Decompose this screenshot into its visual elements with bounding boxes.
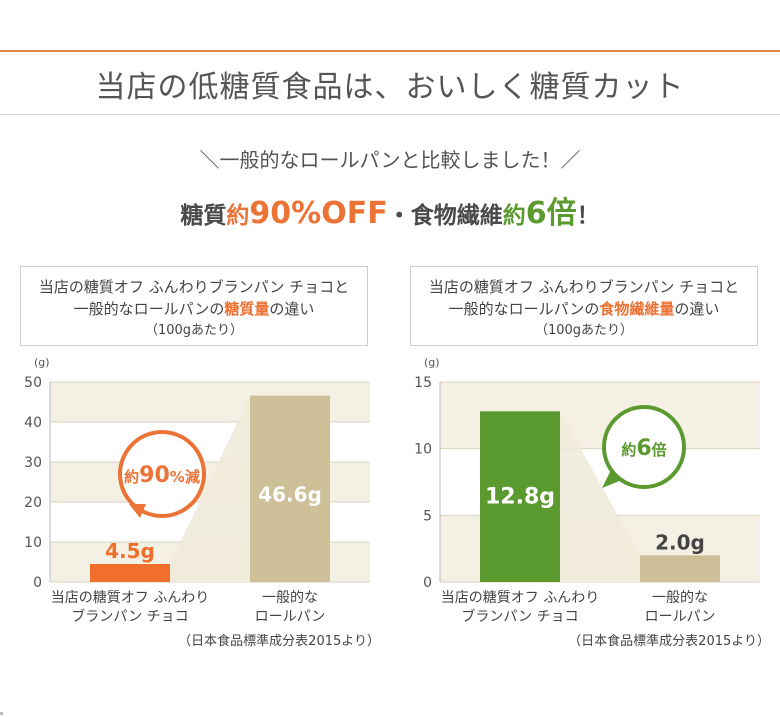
carb-chart-source: （日本食品標準成分表2015より）: [178, 634, 380, 649]
bar-1: [480, 411, 560, 582]
caption-line-1: 当店の糖質オフ ふんわりブランパン チョコと: [38, 278, 350, 296]
y-tick-label: 50: [24, 375, 42, 391]
caption-line-3: （100gあたり）: [534, 323, 634, 338]
claim-approx-2: 約: [502, 203, 526, 229]
badge-text: 約6倍: [621, 436, 666, 461]
caption-line-2: 一般的なロールパンの糖質量の違い: [21, 298, 367, 320]
badge-circle: [602, 405, 686, 489]
badge-suffix: %減: [170, 468, 200, 486]
caption-line-2-pre: 一般的なロールパンの: [73, 300, 225, 318]
caption-line-3: （100gあたり）: [144, 323, 244, 338]
page-headline: 当店の低糖質食品は、おいしく糖質カット: [95, 70, 685, 105]
claim-approx-1: 約: [226, 203, 250, 229]
fiber-chart-panel: 当店の糖質オフ ふんわりブランパン チョコと 一般的なロールパンの食物繊維量の違…: [406, 266, 776, 656]
badge-approx: 約: [124, 468, 139, 486]
x-category-label: ブランパン チョコ: [71, 608, 188, 625]
badge-pointer: [129, 504, 146, 518]
ratio-badge: 約90%減: [118, 430, 206, 518]
claim-exclamation: ！: [576, 203, 600, 229]
bar-value-label-1: 12.8g: [485, 484, 555, 509]
caption-line-2-post: の違い: [674, 300, 720, 318]
fiber-chart-caption: 当店の糖質オフ ふんわりブランパン チョコと 一般的なロールパンの食物繊維量の違…: [410, 266, 758, 346]
caption-highlight: 糖質量: [224, 300, 270, 318]
carb-bar-chart: (g) 0 10 20 30 40 50 4.5g 46.6g 当店の糖質オフ ふんわりブランパン…: [24, 356, 370, 625]
comparison-wedge: [560, 411, 640, 582]
y-tick-label: 10: [414, 442, 432, 458]
y-tick-label: 40: [24, 415, 42, 431]
x-category-label: 一般的な: [262, 590, 318, 606]
bar-1: [90, 564, 170, 582]
caption-highlight: 食物繊維量: [599, 300, 675, 318]
claim-line: 糖質約90%OFF・食物繊維約6倍！: [0, 188, 780, 232]
claim-fiber-label: ・食物繊維: [387, 203, 503, 229]
caption-line-2-post: の違い: [269, 300, 315, 318]
carb-chart-panel: 当店の糖質オフ ふんわりブランパン チョコと 一般的なロールパンの糖質量の違い …: [16, 266, 386, 656]
badge-approx: 約: [621, 441, 636, 459]
fiber-chart-source: （日本食品標準成分表2015より）: [568, 634, 770, 649]
y-tick-label: 10: [24, 535, 42, 551]
claim-carb-label: 糖質: [180, 203, 227, 229]
x-category-label: ロールパン: [645, 609, 716, 625]
bar-2: [640, 555, 720, 582]
comparison-wedge: [170, 395, 250, 582]
x-category-label: 当店の糖質オフ ふんわり: [441, 590, 599, 606]
claim-carb-off: 90%OFF: [249, 196, 388, 231]
x-category-label: 一般的な: [652, 590, 708, 606]
corner-dot: [0, 712, 3, 715]
y-axis-unit-label: (g): [34, 356, 50, 369]
bar-2: [250, 395, 330, 582]
x-category-label: 当店の糖質オフ ふんわり: [51, 590, 209, 606]
y-tick-label: 5: [423, 508, 432, 524]
y-tick-label: 0: [33, 575, 42, 591]
badge-circle: [118, 430, 206, 518]
y-axis-unit-label: (g): [424, 356, 440, 369]
x-category-label: ブランパン チョコ: [461, 608, 578, 625]
bar-value-label-2: 2.0g: [655, 530, 705, 554]
carb-chart-caption: 当店の糖質オフ ふんわりブランパン チョコと 一般的なロールパンの糖質量の違い …: [20, 266, 368, 346]
badge-number: 90: [139, 463, 170, 488]
bar-value-label-2: 46.6g: [258, 483, 322, 507]
header-top-rule: [0, 50, 780, 52]
x-category-label: ロールパン: [255, 609, 326, 625]
badge-suffix: 倍: [652, 441, 667, 459]
fiber-bar-chart: (g) 0 5 10 15 12.8g 2.0g 当店の糖質オフ ふんわりブランパン チョコ 一…: [414, 356, 760, 625]
caption-line-2: 一般的なロールパンの食物繊維量の違い: [411, 298, 757, 320]
y-tick-label: 0: [423, 575, 432, 591]
ratio-badge: 約6倍: [602, 405, 686, 489]
y-tick-label: 15: [414, 375, 432, 391]
y-tick-label: 20: [24, 495, 42, 511]
caption-line-2-pre: 一般的なロールパンの: [448, 300, 600, 318]
comparison-line: ＼一般的なロールパンと比較しました！／: [199, 148, 581, 172]
badge-pointer: [602, 470, 622, 488]
claim-fiber-times: 6倍: [525, 196, 577, 231]
bar-value-label-1: 4.5g: [105, 539, 155, 563]
badge-number: 6: [636, 436, 651, 461]
badge-text: 約90%減: [124, 463, 200, 488]
header-bottom-rule: [0, 114, 780, 115]
caption-line-1: 当店の糖質オフ ふんわりブランパン チョコと: [428, 278, 740, 296]
y-tick-label: 30: [24, 455, 42, 471]
